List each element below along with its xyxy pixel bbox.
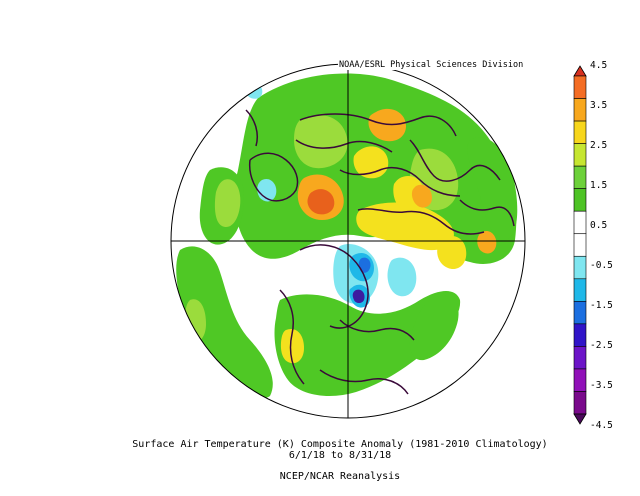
colorbar-max-arrow — [573, 65, 587, 77]
colorbar-segment — [573, 278, 587, 302]
coastline — [299, 113, 457, 137]
coastline — [339, 166, 461, 197]
colorbar-segment — [573, 233, 587, 257]
map-title: Surface Air Temperature (K) Composite An… — [132, 439, 548, 450]
colorbar-tick-label: 2.5 — [590, 140, 608, 151]
coastline — [248, 152, 299, 202]
colorbar-segment — [573, 210, 587, 235]
anomaly-patch-coldest — [352, 289, 365, 303]
anomaly-patch-warmer — [437, 235, 467, 270]
anomaly-patch-hot — [411, 184, 432, 208]
coastline — [409, 139, 501, 182]
coastline — [279, 289, 305, 385]
colorbar-segment — [573, 323, 587, 347]
colorbar-segment — [573, 143, 587, 167]
colorbar-segment — [573, 98, 587, 122]
anomaly-patch-warmer — [280, 328, 304, 364]
coastline — [319, 369, 409, 395]
colorbar-tick-label: -1.5 — [590, 300, 613, 311]
anomaly-patch-warm — [409, 295, 459, 361]
map-credit-label: NOAA/ESRL Physical Sciences Division — [338, 60, 525, 70]
colorbar-tick-label: 1.5 — [590, 180, 608, 191]
colorbar-segment — [573, 120, 587, 144]
anomaly-patch-light-warm — [214, 179, 241, 228]
colorbar-segment — [573, 391, 587, 415]
colorbar — [573, 65, 587, 425]
anomaly-patch-warm — [467, 137, 518, 241]
colorbar-tick-label: -0.5 — [590, 260, 613, 271]
colorbar-tick-label: 0.5 — [590, 220, 608, 231]
coastline — [295, 139, 393, 153]
coastline — [357, 208, 485, 235]
coastlines — [245, 109, 515, 395]
map-date-range: 6/1/18 to 8/31/18 — [288, 450, 392, 461]
anomaly-patch-light-warm — [294, 115, 348, 169]
colorbar-tick-label: -4.5 — [590, 420, 613, 431]
colorbar-tick-label: -2.5 — [590, 340, 613, 351]
anomaly-patch-warm — [176, 246, 273, 400]
colorbar-tick-label: 4.5 — [590, 60, 608, 71]
anomaly-patch-cool — [387, 257, 417, 297]
colorbar-tick-label: -3.5 — [590, 380, 613, 391]
coastline — [245, 109, 258, 147]
coastline — [339, 319, 415, 341]
map-data-source: NCEP/NCAR Reanalysis — [279, 471, 401, 482]
anomaly-patch-very-hot — [307, 189, 335, 215]
colorbar-segment — [573, 165, 587, 189]
colorbar-segment — [573, 188, 587, 212]
colorbar-segment — [573, 368, 587, 392]
anomaly-patch-colder — [358, 257, 371, 273]
coastline — [299, 244, 369, 329]
anomaly-patch-hot — [368, 108, 406, 142]
colorbar-min-arrow — [573, 413, 587, 425]
colorbar-segment — [573, 75, 587, 99]
anomaly-patch-hot — [477, 230, 497, 254]
colorbar-segment — [573, 346, 587, 370]
colorbar-segment — [573, 301, 587, 325]
colorbar-tick-label: 3.5 — [590, 100, 608, 111]
colorbar-segment — [573, 255, 587, 280]
coastline — [459, 199, 515, 227]
